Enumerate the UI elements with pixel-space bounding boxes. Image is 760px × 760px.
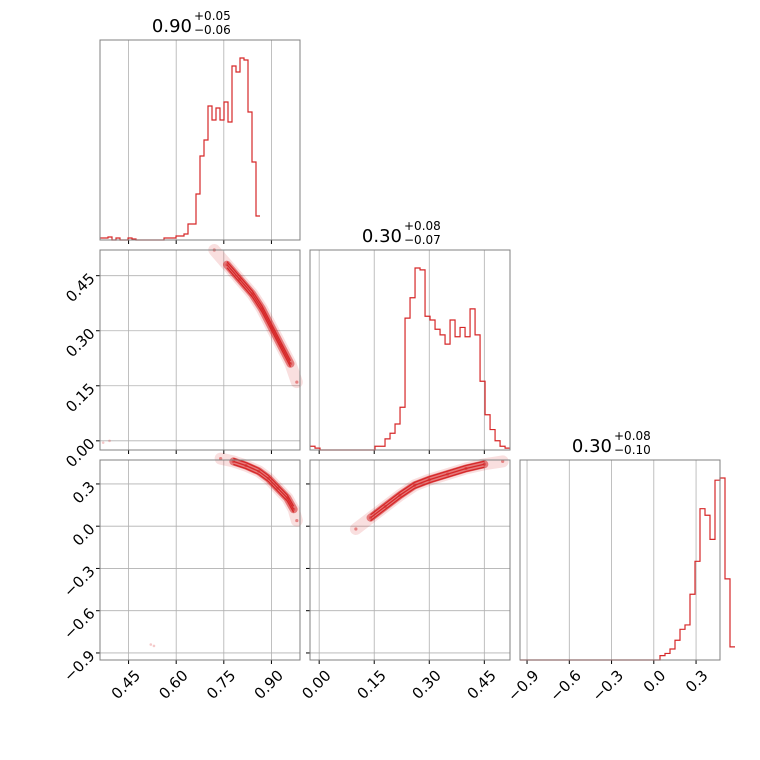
y-tick-label: −0.6: [60, 605, 98, 643]
sample-point: [501, 459, 505, 464]
sample-point: [292, 507, 296, 511]
panel-frame: [309, 459, 511, 661]
panel-frame: [519, 459, 721, 661]
y-tick-label: 0.3: [69, 478, 99, 508]
sample-point: [279, 343, 283, 348]
sample-point: [231, 459, 235, 464]
panel-frame: [309, 249, 511, 451]
sample-point: [266, 476, 270, 480]
y-tick-label: 0.30: [62, 325, 98, 361]
x-tick-label: −0.9: [504, 666, 542, 704]
param-title-minus: −0.10: [614, 443, 651, 457]
contour-line: [370, 460, 485, 516]
sample-point: [383, 504, 387, 509]
histogram-line: [310, 267, 511, 451]
sample-point: [412, 483, 417, 487]
sample-point: [244, 464, 248, 468]
x-tick-label: 0.45: [464, 666, 500, 702]
sample-point: [269, 325, 274, 329]
histogram-line: [520, 477, 735, 661]
contour-line: [233, 463, 295, 513]
sample-point: [225, 263, 229, 267]
x-tick-label: 0.90: [251, 666, 287, 702]
sample-point: [257, 469, 261, 473]
panel-frame: [99, 249, 301, 451]
panel-frame: [99, 39, 301, 241]
x-tick-label: 0.3: [682, 666, 712, 696]
outlier-point: [152, 644, 156, 648]
x-tick-label: 0.75: [203, 666, 239, 702]
param-title-minus: −0.07: [404, 233, 441, 247]
contour-line: [370, 466, 485, 522]
sample-point: [260, 307, 264, 311]
x-tick-label: −0.3: [589, 666, 627, 704]
sample-point: [464, 466, 468, 471]
sample-point: [398, 493, 402, 497]
sample-point: [295, 518, 299, 523]
param-title-value: 0.30: [572, 436, 612, 457]
scatter-panel-2-1: [306, 455, 511, 664]
sample-point: [288, 362, 293, 366]
sample-point: [238, 277, 242, 281]
y-tick-label: 0.45: [62, 270, 98, 306]
sample-point: [368, 516, 373, 520]
param-title-value: 0.90: [152, 16, 192, 37]
outlier-point: [149, 643, 153, 646]
sample-point: [354, 527, 358, 531]
sample-point: [482, 462, 486, 466]
contour-line: [226, 267, 292, 368]
sample-point: [276, 486, 280, 490]
param-title-minus: −0.06: [194, 23, 231, 37]
outlier-point: [101, 441, 105, 444]
sample-point: [250, 292, 254, 296]
param-title-plus: +0.08: [614, 429, 651, 443]
contour-line: [226, 261, 292, 362]
scatter-panel-1-0: [96, 244, 303, 454]
x-tick-label: 0.00: [298, 666, 334, 702]
y-tick-label: −0.3: [60, 562, 98, 600]
param-title-plus: +0.05: [194, 9, 231, 23]
x-tick-label: −0.6: [546, 666, 584, 704]
contour-line: [233, 457, 295, 507]
y-tick-label: −0.9: [60, 647, 98, 685]
x-tick-label: 0.30: [408, 666, 444, 702]
sample-point: [219, 456, 223, 461]
sample-point: [285, 496, 289, 500]
param-title-value: 0.30: [362, 226, 402, 247]
histogram-panel-1: [309, 249, 511, 454]
x-tick-label: 0.15: [353, 666, 389, 702]
y-tick-label: 0.00: [62, 435, 98, 471]
scatter-panel-2-0: [96, 452, 303, 664]
outlier-point: [108, 439, 111, 443]
histogram-panel-0: [99, 39, 301, 244]
param-title-plus: +0.08: [404, 219, 441, 233]
y-tick-label: 0.15: [62, 380, 98, 416]
sample-point: [427, 478, 431, 482]
x-tick-label: 0.0: [640, 666, 670, 696]
y-tick-label: 0.0: [69, 520, 99, 550]
histogram-line: [100, 57, 260, 241]
panel-frame: [99, 459, 301, 661]
x-tick-label: 0.60: [155, 666, 191, 702]
contour-line: [370, 463, 485, 519]
x-tick-label: 0.45: [108, 666, 144, 702]
sample-point: [295, 380, 299, 384]
sample-point: [446, 472, 450, 476]
histogram-panel-2: [519, 459, 735, 664]
